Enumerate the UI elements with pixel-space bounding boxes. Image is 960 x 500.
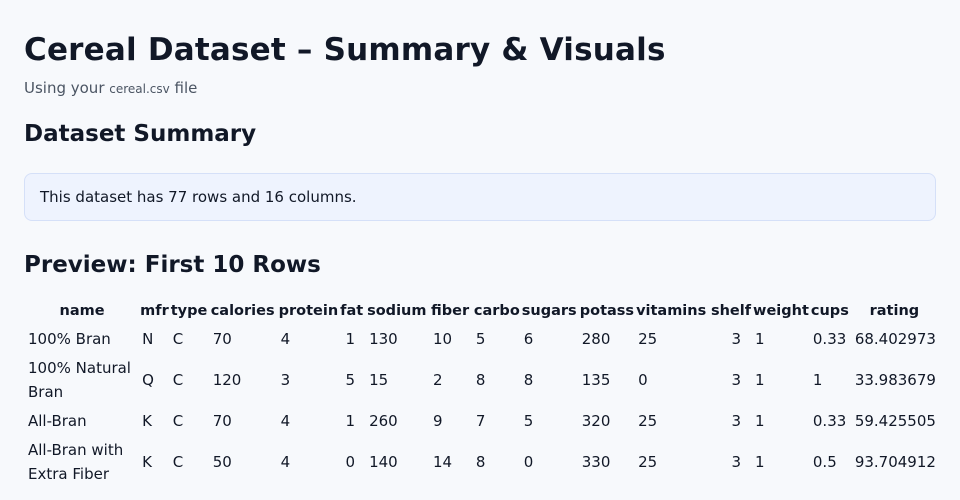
column-header[interactable]: sodium (367, 303, 427, 319)
cell-name: All-Bran (28, 412, 87, 430)
column-header[interactable]: name (59, 303, 105, 319)
table-cell: K (142, 412, 152, 430)
column-header[interactable]: weight (753, 303, 809, 319)
table-cell: 9 (433, 412, 443, 430)
table-cell: 1 (755, 371, 765, 389)
table-cell: 330 (581, 453, 611, 471)
table-cell: 25 (638, 412, 658, 430)
table-cell: 25 (638, 330, 658, 348)
table-cell: 3 (731, 412, 742, 430)
table-cell: 93.704912 (854, 453, 936, 471)
table-cell: 0.33 (812, 412, 847, 430)
page-title: Cereal Dataset – Summary & Visuals (24, 32, 666, 68)
column-header[interactable]: rating (869, 303, 920, 319)
column-header[interactable]: cups (810, 303, 849, 319)
table-cell: 14 (433, 453, 453, 471)
table-cell: 140 (369, 453, 398, 471)
table-cell: 1 (345, 330, 356, 348)
table-cell: 4 (280, 453, 291, 471)
table-cell: 2 (433, 371, 443, 389)
column-header[interactable]: sugars (521, 303, 577, 319)
table-cell: 50 (212, 453, 232, 471)
table-cell: 59.425505 (854, 412, 936, 430)
table-cell: N (142, 330, 154, 348)
column-header[interactable]: carbo (473, 303, 520, 319)
table-cell: 70 (212, 330, 232, 348)
column-header[interactable]: mfr (140, 303, 169, 319)
table-cell: 4 (280, 330, 291, 348)
column-header[interactable]: fat (340, 303, 364, 319)
table-cell: 15 (369, 371, 389, 389)
table-cell: 1 (755, 453, 765, 471)
table-cell: 70 (212, 412, 232, 430)
table-cell: 1 (755, 412, 765, 430)
table-cell: 8 (523, 371, 534, 389)
table-cell: 1 (755, 330, 765, 348)
table-cell: 260 (369, 412, 398, 430)
table-cell: 3 (731, 330, 742, 348)
table-cell: C (172, 412, 184, 430)
subtitle-filename: cereal.csv (109, 82, 170, 96)
table-row: All-Bran K C 70 4 1 260 9 7 5 320 25 3 1 0.33 59.425505 (24, 407, 936, 435)
summary-notice: This dataset has 77 rows and 16 columns. (24, 173, 936, 221)
table-header-row: name mfr type calories protein fat sodiu… (24, 299, 936, 325)
table-cell: 8 (475, 453, 486, 471)
table-row: All-Bran with Extra Fiber K C 50 4 0 140 14 8 0 33… (24, 435, 936, 489)
table-cell: Q (142, 371, 154, 389)
table-cell: 120 (212, 371, 242, 389)
table-cell: 0.33 (812, 330, 847, 348)
table-row: 100% Natural Bran Q C 120 3 5 15 2 8 8 135 0 3 1 1 33.9… (24, 353, 936, 407)
subtitle-prefix: Using your (24, 79, 110, 97)
table-row: 100% Bran N C 70 4 1 130 10 5 6 280 25 3 1 0.33 68.4029… (24, 325, 936, 353)
cell-name: All-Bran with Extra Fiber (28, 441, 124, 483)
column-header[interactable]: protein (278, 303, 339, 319)
table-cell: 1 (345, 412, 356, 430)
column-header[interactable]: potass (579, 303, 635, 319)
table-cell: C (172, 371, 184, 389)
table-cell: 5 (345, 371, 356, 389)
table-cell: 10 (433, 330, 453, 348)
table-cell: 8 (475, 371, 486, 389)
table-cell: 6 (523, 330, 534, 348)
table-cell: 0 (638, 371, 648, 389)
table-cell: 0 (523, 453, 534, 471)
table-cell: 130 (369, 330, 398, 348)
table-cell: C (172, 453, 184, 471)
table-cell: 135 (581, 371, 611, 389)
preview-table: name mfr type calories protein fat sodiu… (24, 299, 936, 489)
table-cell: 1 (812, 371, 823, 389)
table-cell: C (172, 330, 184, 348)
column-header[interactable]: fiber (431, 303, 470, 319)
table-cell: 3 (731, 453, 742, 471)
table-cell: 320 (581, 412, 611, 430)
table-cell: K (142, 453, 152, 471)
column-header[interactable]: type (170, 303, 208, 319)
table-cell: 280 (581, 330, 611, 348)
table-cell: 7 (475, 412, 486, 430)
table-cell: 0.5 (812, 453, 837, 471)
table-cell: 68.402973 (854, 330, 936, 348)
cell-name: 100% Bran (28, 330, 111, 348)
summary-text: This dataset has 77 rows and 16 columns. (40, 188, 357, 206)
summary-heading: Dataset Summary (24, 121, 257, 147)
column-header[interactable]: calories (210, 303, 275, 319)
table-cell: 3 (280, 371, 291, 389)
table-body: 100% Bran N C 70 4 1 130 10 5 6 280 25 3 1 0.33 68.4029… (24, 325, 936, 489)
cell-name: 100% Natural Bran (28, 359, 131, 401)
table-cell: 5 (475, 330, 486, 348)
table-cell: 0 (345, 453, 356, 471)
column-header[interactable]: shelf (710, 303, 752, 319)
table-cell: 25 (638, 453, 658, 471)
table-cell: 3 (731, 371, 742, 389)
table-cell: 5 (523, 412, 534, 430)
table-cell: 4 (280, 412, 291, 430)
table-cell: 33.983679 (854, 371, 936, 389)
column-header[interactable]: vitamins (636, 303, 707, 319)
page-subtitle: Using your cereal.csv file (24, 78, 936, 99)
subtitle-suffix: file (169, 79, 198, 97)
preview-heading: Preview: First 10 Rows (24, 252, 321, 278)
